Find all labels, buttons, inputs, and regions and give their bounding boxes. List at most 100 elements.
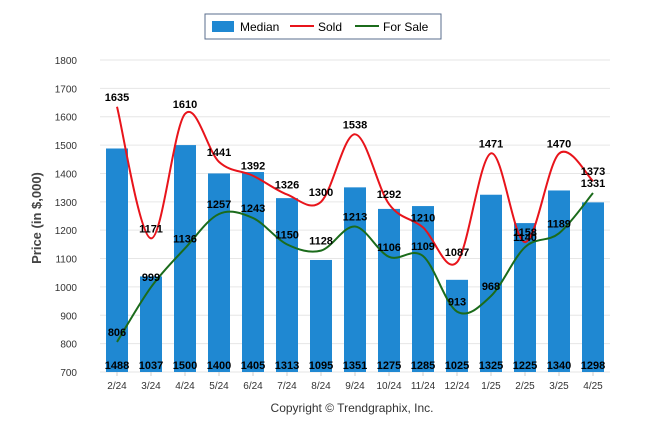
data-label-sold: 1171 [139, 223, 163, 235]
x-tick-label: 6/24 [243, 381, 263, 392]
sold-line [116, 106, 594, 266]
data-label-median: 1405 [241, 360, 265, 372]
data-label-for-sale: 1189 [547, 218, 571, 230]
y-tick-label: 1000 [55, 283, 78, 294]
x-tick-label: 8/24 [311, 381, 331, 392]
data-label-for-sale: 1140 [513, 232, 537, 244]
legend-box [204, 13, 442, 40]
y-tick-label: 900 [60, 311, 77, 322]
data-label-sold: 1292 [377, 189, 401, 201]
data-label-sold: 1610 [173, 99, 197, 111]
y-tick-label: 1600 [55, 113, 78, 124]
data-label-sold: 1326 [275, 179, 299, 191]
y-tick-label: 1500 [55, 141, 78, 152]
bar-median [514, 223, 536, 372]
data-label-median: 1025 [445, 360, 469, 372]
data-label-for-sale: 1243 [241, 203, 265, 215]
bar-median [344, 187, 366, 372]
data-label-sold: 1210 [411, 212, 435, 224]
x-tick-label: 10/24 [376, 381, 401, 392]
y-tick-label: 1300 [55, 198, 78, 209]
y-axis-label: Price (in $,000) [29, 172, 44, 264]
data-label-sold: 1392 [241, 161, 265, 173]
data-label-sold: 1087 [445, 247, 469, 259]
y-tick-label: 700 [60, 368, 77, 379]
y-tick-label: 1100 [55, 255, 77, 266]
x-tick-label: 2/25 [515, 381, 535, 392]
x-tick-label: 2/24 [107, 381, 127, 392]
data-label-median: 1488 [105, 360, 129, 372]
x-tick-label: 3/24 [141, 381, 161, 392]
bar-median [310, 259, 332, 372]
data-label-median: 1351 [343, 360, 367, 372]
y-axis: 700 800 900 1000 1100 1200 1300 1400 1500 1600 170… [55, 56, 78, 379]
bar-median [106, 148, 128, 372]
data-label-for-sale: 1213 [343, 211, 367, 223]
data-label-median: 1285 [411, 360, 435, 372]
data-label-for-sale: 913 [448, 297, 466, 309]
data-label-median: 1275 [377, 360, 401, 372]
legend-label-for-sale: For Sale [383, 20, 429, 34]
y-tick-label: 1200 [55, 226, 78, 237]
data-label-median: 1325 [479, 360, 503, 372]
legend: Median Sold For Sale [204, 13, 442, 40]
x-tick-label: 4/24 [175, 381, 195, 392]
y-tick-label: 1800 [55, 56, 78, 67]
y-tick-label: 1400 [55, 169, 78, 180]
x-tick-label: 4/25 [583, 381, 603, 392]
copyright-credit: Copyright © Trendgraphix, Inc. [271, 401, 434, 415]
data-label-median: 1400 [207, 360, 231, 372]
bar-median [412, 206, 434, 372]
data-label-sold: 1373 [581, 166, 605, 178]
bar-median [276, 198, 298, 372]
legend-label-sold: Sold [318, 20, 342, 34]
data-label-median: 1095 [309, 360, 333, 372]
x-axis: 2/24 3/24 4/24 5/24 6/24 7/24 8/24 9/24 10/24 11/… [107, 372, 603, 392]
data-label-for-sale: 968 [482, 281, 500, 293]
data-label-for-sale: 1106 [377, 242, 401, 254]
data-label-median: 1037 [139, 360, 163, 372]
data-label-sold: 1538 [343, 119, 367, 131]
data-label-for-sale: 1257 [207, 199, 231, 211]
x-tick-label: 1/25 [481, 381, 501, 392]
for-sale-line [116, 192, 594, 343]
legend-label-median: Median [240, 20, 279, 34]
x-tick-label: 3/25 [549, 381, 569, 392]
data-label-median: 1340 [547, 360, 571, 372]
bar-median [140, 276, 162, 372]
data-label-sold: 1300 [309, 187, 333, 199]
x-tick-label: 9/24 [345, 381, 365, 392]
data-label-median: 1313 [275, 360, 299, 372]
data-label-for-sale: 1128 [309, 236, 333, 248]
data-label-sold: 1471 [479, 138, 503, 150]
data-label-for-sale: 806 [108, 327, 126, 339]
bar-median [480, 194, 502, 372]
data-label-sold: 1441 [207, 147, 231, 159]
data-label-sold: 1158 [513, 227, 537, 239]
data-label-for-sale: 1109 [411, 241, 435, 253]
y-tick-label: 1700 [55, 84, 78, 95]
y-tick-label: 800 [60, 340, 77, 351]
data-labels: 1488 1037 1500 1400 1405 1313 1095 1351 1275 1285… [105, 92, 605, 372]
data-label-for-sale: 1136 [173, 233, 197, 245]
x-tick-label: 5/24 [209, 381, 229, 392]
data-label-sold: 1635 [105, 92, 129, 104]
median-bars [106, 145, 604, 372]
legend-swatch-median [212, 21, 234, 32]
data-label-median: 1225 [513, 360, 537, 372]
data-label-sold: 1470 [547, 139, 571, 151]
x-tick-label: 7/24 [277, 381, 297, 392]
series-lines [116, 106, 594, 343]
bar-median [582, 202, 604, 372]
bar-median [174, 145, 196, 372]
bar-median [446, 279, 468, 372]
data-label-median: 1500 [173, 360, 197, 372]
x-tick-label: 12/24 [444, 381, 469, 392]
data-label-median: 1298 [581, 360, 605, 372]
data-label-for-sale: 999 [142, 272, 160, 284]
data-label-for-sale: 1331 [581, 178, 605, 190]
data-label-for-sale: 1150 [275, 229, 299, 241]
bar-median [208, 173, 230, 372]
bar-median [378, 208, 400, 372]
